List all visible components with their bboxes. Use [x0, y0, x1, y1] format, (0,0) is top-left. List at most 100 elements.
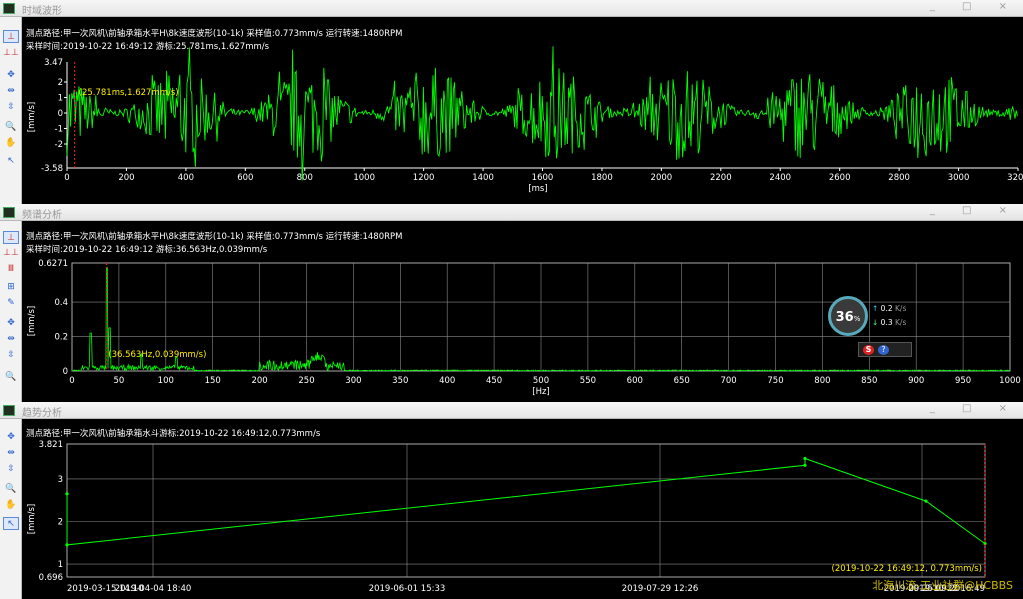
trend-point [983, 542, 987, 546]
zoom-x-icon[interactable]: ⇹ [7, 86, 15, 96]
x-tick-label: 300 [345, 376, 361, 386]
move-icon[interactable]: ✥ [7, 70, 15, 80]
zoom-y-icon[interactable]: ⇳ [7, 102, 15, 112]
cursor-double-icon[interactable]: ⊥⊥ [3, 48, 19, 58]
cursor-single-icon[interactable]: ⊥ [3, 231, 19, 244]
y-tick-label: 0 [58, 109, 63, 119]
y-axis-unit: [mm/s] [27, 504, 37, 535]
x-tick-label: 1200 [413, 173, 435, 183]
cursor-double-icon[interactable]: ⊥⊥ [3, 248, 19, 258]
zoom-y-icon[interactable]: ⇳ [7, 350, 15, 360]
trend-panel: 趋势分析 _ □ × ✥ ⇹ ⇳ 🔍 ✋ ↖ 测点路径:甲一次风机\前轴承箱水斗… [0, 402, 1023, 599]
magnifier-icon[interactable]: 🔍 [5, 122, 17, 132]
trend-title: 趋势分析 [22, 408, 62, 419]
time-waveform-titlebar: 时域波形 _ □ × [0, 0, 1023, 17]
pointer-icon[interactable]: ↖ [7, 156, 15, 166]
x-tick-label: 900 [908, 376, 924, 386]
x-tick-label: 100 [158, 376, 174, 386]
window-controls[interactable]: _ □ × [929, 1, 1019, 12]
x-tick-label: 2019-10-22 16:49 [908, 584, 985, 594]
zoom-x-icon[interactable]: ⇹ [7, 448, 15, 458]
x-tick-label: 1400 [472, 173, 494, 183]
trend-window-icon [3, 405, 15, 416]
x-tick-label: 2800 [888, 173, 910, 183]
x-tick-label: 3000 [948, 173, 970, 183]
x-tick-label: 850 [861, 376, 877, 386]
x-tick-label: 1800 [591, 173, 613, 183]
trend-plot-area[interactable]: 测点路径:甲一次风机\前轴承箱水斗游标:2019-10-22 16:49:12,… [22, 419, 1023, 599]
y-tick-label: 3.821 [39, 440, 63, 450]
spectrum-panel: 频谱分析 _ □ × ⊥ ⊥⊥ Ⅲ ⊞ ✎ ✥ ⇹ ⇳ 🔍 测点路径:甲一次风机… [0, 204, 1023, 402]
move-icon[interactable]: ✥ [7, 432, 15, 442]
x-axis-unit: [Hz] [532, 387, 550, 397]
plot-frame [66, 443, 986, 578]
harmonic-cursor-icon[interactable]: Ⅲ [7, 264, 15, 274]
download-value: 0.3 [880, 318, 893, 327]
y-tick-label: -1 [55, 125, 63, 135]
time-info-line1: 测点路径:甲一次风机\前轴承箱水平H\8k速度波形(10-1k) 采样值:0.7… [26, 29, 403, 39]
x-tick-label: 650 [674, 376, 690, 386]
x-tick-label: 400 [439, 376, 455, 386]
sideband-icon[interactable]: ⊞ [7, 282, 15, 292]
x-tick-label: 2600 [829, 173, 851, 183]
time-info-line2: 采样时间:2019-10-22 16:49:12 游标:25.781ms,1.6… [26, 42, 270, 52]
magnifier-icon[interactable]: 🔍 [5, 484, 17, 494]
marker-icon[interactable]: ✎ [7, 298, 15, 308]
spectrum-trace [71, 267, 1011, 373]
y-tick-label: 0.6271 [38, 259, 68, 269]
spectrum-titlebar: 频谱分析 _ □ × [0, 204, 1023, 221]
x-tick-label: 2019-09-25 09:20 [884, 584, 961, 594]
watermark: 北海川流-工业社群@HCBBS [872, 579, 1013, 592]
window-controls[interactable]: _ □ × [929, 403, 1019, 414]
hand-icon[interactable]: ✋ [5, 138, 17, 148]
gauge-percent-sign: % [853, 315, 861, 323]
spectrum-title: 频谱分析 [22, 210, 62, 221]
sogou-icon[interactable]: S [863, 345, 874, 355]
time-waveform-chart[interactable]: 3.47 -3.58 2 1 0 -1 -2 0 200 400 600 800 1000 1200 140… [22, 17, 1023, 204]
trend-titlebar: 趋势分析 _ □ × [0, 402, 1023, 419]
trend-info-line1: 测点路径:甲一次风机\前轴承箱水斗游标:2019-10-22 16:49:12,… [26, 429, 321, 439]
time-plot-area[interactable]: 测点路径:甲一次风机\前轴承箱水平H\8k速度波形(10-1k) 采样值:0.7… [22, 17, 1023, 204]
trend-point [803, 456, 807, 461]
y-tick-label: 3.47 [44, 58, 63, 68]
x-tick-label: 200 [251, 376, 267, 386]
x-tick-label: 2019-04-04 18:40 [115, 584, 192, 594]
pointer-icon[interactable]: ↖ [3, 517, 19, 530]
cursor-label: (2019-10-22 16:49:12, 0.773mm/s) [832, 564, 983, 574]
x-tick-label: 1600 [532, 173, 554, 183]
x-tick-label: 50 [113, 376, 124, 386]
trend-point [65, 543, 69, 547]
cursor-single-icon[interactable]: ⊥ [3, 30, 19, 43]
help-icon[interactable]: ? [878, 345, 889, 355]
x-tick-label: 600 [627, 376, 643, 386]
y-tick-label: -3.58 [41, 164, 63, 174]
x-tick-label: 250 [298, 376, 314, 386]
x-tick-label: 800 [814, 376, 830, 386]
x-tick-label: 500 [533, 376, 549, 386]
upload-unit: K/s [895, 304, 907, 313]
zoom-x-icon[interactable]: ⇹ [7, 334, 15, 344]
x-tick-label: 800 [297, 173, 313, 183]
ime-toolbar[interactable]: S ? [858, 342, 912, 357]
x-tick-label: 400 [178, 173, 194, 183]
window-controls[interactable]: _ □ × [929, 205, 1019, 216]
y-tick-label: 0 [63, 367, 68, 377]
magnifier-icon[interactable]: 🔍 [5, 372, 17, 382]
y-tick-label: 0.4 [54, 298, 68, 308]
time-waveform-title: 时域波形 [22, 6, 62, 17]
zoom-y-icon[interactable]: ⇳ [7, 464, 15, 474]
download-speed: ↓ 0.3 K/s [872, 318, 907, 327]
hand-icon[interactable]: ✋ [5, 500, 17, 510]
x-tick-label: 1000 [353, 173, 375, 183]
waveform-trace [66, 46, 1018, 181]
move-icon[interactable]: ✥ [7, 318, 15, 328]
spectrum-info-line2: 采样时间:2019-10-22 16:49:12 游标:36.563Hz,0.0… [26, 245, 268, 255]
trend-line [66, 457, 986, 546]
y-axis-unit: [mm/s] [27, 306, 37, 337]
x-tick-label: 2000 [651, 173, 673, 183]
trend-point [65, 492, 69, 496]
upload-value: 0.2 [880, 304, 893, 313]
x-tick-label: 2200 [710, 173, 732, 183]
network-speed-overlay[interactable]: 36% ↑ 0.2 K/s ↓ 0.3 K/s S ? [826, 294, 912, 364]
